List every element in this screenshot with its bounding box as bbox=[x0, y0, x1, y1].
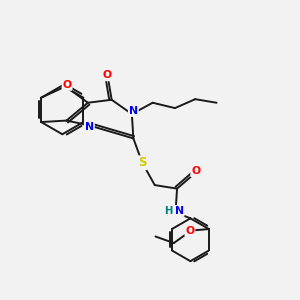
Text: O: O bbox=[185, 226, 194, 236]
Text: N: N bbox=[85, 122, 94, 132]
Text: O: O bbox=[191, 167, 200, 176]
Text: O: O bbox=[102, 70, 111, 80]
Text: S: S bbox=[138, 156, 146, 169]
Text: N: N bbox=[129, 106, 138, 116]
Text: N: N bbox=[175, 206, 184, 216]
Text: H: H bbox=[164, 206, 172, 216]
Text: O: O bbox=[62, 80, 72, 90]
